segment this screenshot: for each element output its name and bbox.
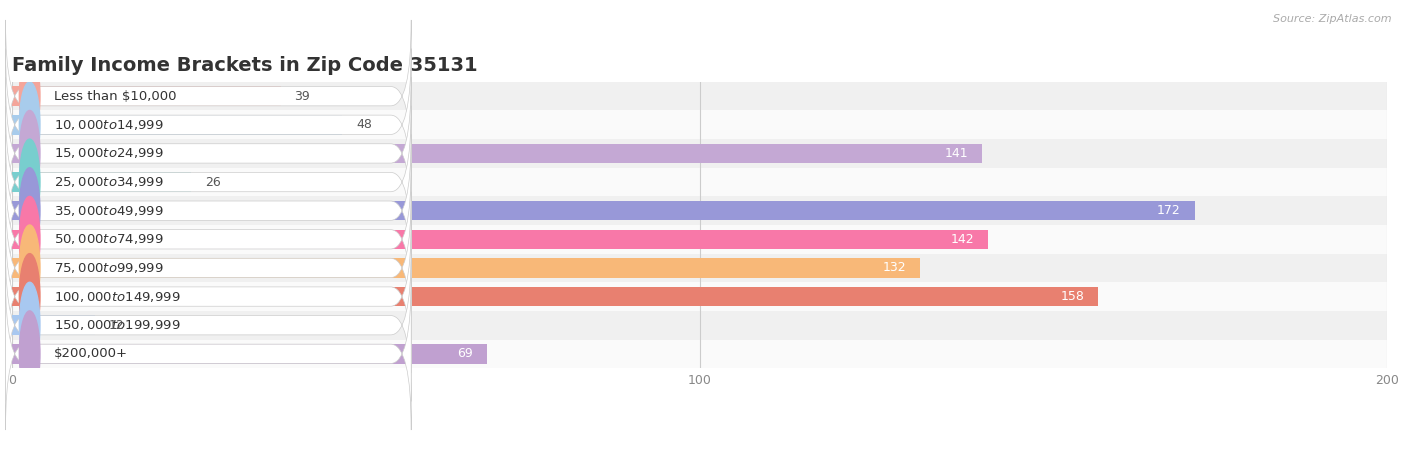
Circle shape	[20, 196, 39, 282]
Circle shape	[20, 225, 39, 311]
Bar	[13, 254, 1388, 282]
Text: 12: 12	[108, 319, 125, 332]
Text: Source: ZipAtlas.com: Source: ZipAtlas.com	[1274, 14, 1392, 23]
Text: $15,000 to $24,999: $15,000 to $24,999	[53, 146, 163, 161]
Circle shape	[20, 82, 39, 168]
Bar	[13, 258, 920, 278]
Bar	[13, 315, 96, 335]
Text: $50,000 to $74,999: $50,000 to $74,999	[53, 232, 163, 246]
Circle shape	[20, 139, 39, 225]
Text: $75,000 to $99,999: $75,000 to $99,999	[53, 261, 163, 275]
FancyBboxPatch shape	[6, 192, 411, 344]
Bar	[13, 111, 1388, 139]
Bar	[13, 115, 343, 135]
Bar	[13, 225, 1388, 254]
Bar	[13, 311, 1388, 339]
Circle shape	[20, 53, 39, 139]
Circle shape	[20, 311, 39, 397]
Circle shape	[20, 111, 39, 196]
Text: $10,000 to $14,999: $10,000 to $14,999	[53, 118, 163, 132]
Bar	[13, 82, 1388, 111]
Bar	[13, 282, 1388, 311]
Text: $200,000+: $200,000+	[53, 347, 128, 360]
FancyBboxPatch shape	[6, 135, 411, 287]
FancyBboxPatch shape	[6, 106, 411, 258]
Text: 69: 69	[457, 347, 472, 360]
Text: 142: 142	[950, 233, 974, 246]
Text: $150,000 to $199,999: $150,000 to $199,999	[53, 318, 180, 332]
Text: 39: 39	[294, 90, 311, 103]
Text: 158: 158	[1060, 290, 1084, 303]
Bar	[13, 144, 981, 163]
Text: Family Income Brackets in Zip Code 35131: Family Income Brackets in Zip Code 35131	[13, 56, 478, 75]
Bar	[13, 201, 1195, 220]
Text: $35,000 to $49,999: $35,000 to $49,999	[53, 204, 163, 218]
Text: Less than $10,000: Less than $10,000	[53, 90, 176, 103]
Circle shape	[20, 282, 39, 368]
Bar	[13, 172, 191, 192]
Bar	[13, 230, 988, 249]
Text: 141: 141	[945, 147, 967, 160]
Bar	[13, 287, 1098, 306]
Bar	[13, 339, 1388, 368]
FancyBboxPatch shape	[6, 49, 411, 201]
Circle shape	[20, 254, 39, 339]
FancyBboxPatch shape	[6, 278, 411, 430]
FancyBboxPatch shape	[6, 77, 411, 230]
Text: 26: 26	[205, 176, 221, 189]
Text: $100,000 to $149,999: $100,000 to $149,999	[53, 289, 180, 304]
Bar	[13, 139, 1388, 168]
Bar	[13, 86, 281, 106]
Bar	[13, 196, 1388, 225]
Bar	[13, 344, 486, 364]
FancyBboxPatch shape	[6, 249, 411, 401]
FancyBboxPatch shape	[6, 20, 411, 172]
Text: $25,000 to $34,999: $25,000 to $34,999	[53, 175, 163, 189]
Text: 172: 172	[1157, 204, 1181, 217]
Text: 48: 48	[356, 118, 373, 131]
Text: 132: 132	[883, 261, 905, 274]
Bar	[13, 168, 1388, 196]
Circle shape	[20, 168, 39, 254]
FancyBboxPatch shape	[6, 220, 411, 373]
FancyBboxPatch shape	[6, 163, 411, 315]
